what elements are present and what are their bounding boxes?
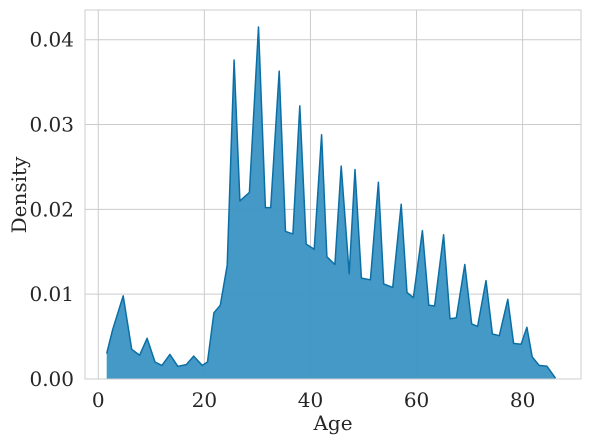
y-tick-label: 0.02 <box>29 197 74 221</box>
x-tick-label: 60 <box>404 388 429 412</box>
y-tick-label: 0.04 <box>29 28 74 52</box>
y-tick-label: 0.03 <box>29 113 74 137</box>
x-axis-label: Age <box>312 411 352 435</box>
x-tick-label: 80 <box>510 388 535 412</box>
y-tick-label: 0.00 <box>29 367 74 391</box>
x-tick-label: 20 <box>192 388 217 412</box>
x-tick-label: 0 <box>92 388 105 412</box>
tick-labels: 0 20 40 60 80 0.00 0.01 0.02 0.03 0.04 <box>29 28 535 412</box>
y-tick-label: 0.01 <box>29 282 74 306</box>
plot-area <box>105 26 557 379</box>
y-axis-label: Density <box>7 156 31 233</box>
plot-frame <box>84 9 582 380</box>
density-area-fill <box>106 27 556 379</box>
density-line <box>105 26 557 379</box>
x-tick-label: 40 <box>298 388 323 412</box>
